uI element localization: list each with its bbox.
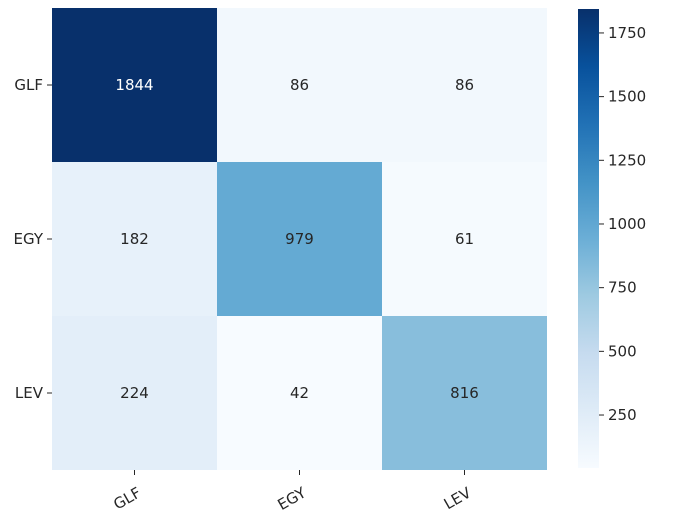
colorbar-tick-label: 1500 — [608, 88, 646, 106]
cell-value-label: 1844 — [115, 76, 153, 94]
cell-value-label: 61 — [455, 230, 474, 248]
x-tick-label: LEV — [441, 483, 475, 513]
heatmap-cell-lev-lev — [382, 316, 547, 470]
heatmap-plot-area: 1844 86 86 182 979 61 224 42 816 — [52, 8, 547, 470]
y-tick-label: GLF — [14, 76, 43, 94]
colorbar-tick-label: 750 — [608, 279, 637, 297]
heatmap-cell-egy-egy — [217, 162, 382, 316]
x-tick-label: GLF — [110, 484, 144, 514]
cell-value-label: 42 — [290, 384, 309, 402]
x-tick-label: EGY — [275, 483, 310, 514]
cell-value-label: 979 — [285, 230, 314, 248]
colorbar-tick-label: 250 — [608, 406, 637, 424]
heatmap-cell-lev-glf — [52, 316, 217, 470]
colorbar-gradient — [578, 9, 599, 468]
heatmap-cell-glf-glf — [52, 8, 217, 162]
y-axis: GLF EGY LEV — [13, 76, 52, 402]
colorbar-tick-label: 1000 — [608, 215, 646, 233]
cell-value-label: 816 — [450, 384, 479, 402]
heatmap-cell-glf-egy — [217, 8, 382, 162]
colorbar-tick-label: 1250 — [608, 151, 646, 169]
x-axis: GLF EGY LEV — [110, 470, 475, 514]
cell-value-label: 86 — [455, 76, 474, 94]
heatmap-cell-egy-glf — [52, 162, 217, 316]
y-tick-label: LEV — [15, 384, 44, 402]
cell-value-label: 86 — [290, 76, 309, 94]
cell-value-label: 182 — [120, 230, 149, 248]
heatmap-cell-egy-lev — [382, 162, 547, 316]
colorbar: 250 500 750 1000 1250 1500 1750 — [578, 9, 646, 468]
colorbar-tick-label: 1750 — [608, 24, 646, 42]
cell-value-label: 224 — [120, 384, 149, 402]
y-tick-label: EGY — [13, 230, 43, 248]
colorbar-tick-label: 500 — [608, 342, 637, 360]
heatmap-cell-lev-egy — [217, 316, 382, 470]
heatmap-cell-glf-lev — [382, 8, 547, 162]
